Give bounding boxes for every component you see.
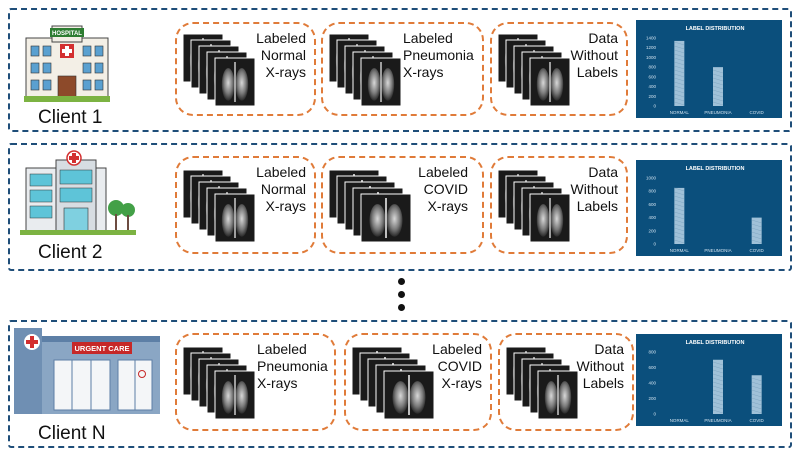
- group-label: Data Without Labels: [570, 164, 618, 214]
- label-distribution-chart: LABEL DISTRIBUTION 0 200 400 600 800 NORMAL PNE…: [636, 334, 782, 426]
- xray-stack-icon: [498, 170, 571, 242]
- y-tick-label: 600: [648, 74, 656, 79]
- xray-film: [360, 57, 402, 106]
- label-distribution-chart: LABEL DISTRIBUTION 0 200 400 600 800 1000 NORMA…: [636, 160, 782, 256]
- group-label: Labeled Pneumonia X-rays: [257, 341, 328, 391]
- clinic-icon: [18, 150, 138, 238]
- client-label: Client N: [38, 423, 106, 444]
- xray-group: Labeled Pneumonia X-rays: [321, 22, 484, 116]
- bar-normal: [674, 40, 685, 106]
- xray-stack-icon: [183, 170, 256, 242]
- y-tick-label: 200: [648, 94, 656, 99]
- y-tick-label: 1200: [646, 45, 657, 50]
- x-tick-label: PNEUMONIA: [704, 248, 731, 253]
- client-label: Client 1: [38, 107, 103, 128]
- x-tick-label: NORMAL: [670, 418, 690, 423]
- xray-film: [214, 370, 256, 419]
- y-tick-label: 1000: [646, 176, 657, 181]
- xray-stack-icon: [329, 170, 412, 242]
- bar-pneumonia: [713, 67, 723, 106]
- group-label: Labeled Normal X-rays: [256, 30, 306, 80]
- y-tick-label: 800: [648, 189, 656, 194]
- y-tick-label: 0: [653, 104, 656, 109]
- bar-covid: [751, 375, 762, 414]
- y-tick-label: 400: [648, 84, 656, 89]
- y-tick-label: 1400: [646, 36, 657, 41]
- y-tick-label: 200: [648, 396, 656, 401]
- bar-pneumonia: [713, 359, 723, 414]
- x-tick-label: COVID: [750, 418, 765, 423]
- client-row-1: [8, 8, 792, 132]
- xray-group: Labeled Normal X-rays: [175, 156, 316, 254]
- xray-group: Data Without Labels: [490, 22, 628, 116]
- client-row-n: [8, 320, 792, 448]
- xray-film: [360, 193, 412, 242]
- x-tick-label: PNEUMONIA: [704, 110, 731, 115]
- xray-group: Labeled COVID X-rays: [344, 333, 492, 431]
- xray-film: [214, 193, 256, 242]
- y-tick-label: 800: [648, 350, 656, 355]
- xray-stack-icon: [506, 347, 579, 419]
- y-tick-label: 400: [648, 381, 656, 386]
- y-tick-label: 400: [648, 215, 656, 220]
- label-distribution-chart: LABEL DISTRIBUTION 0 200 400 600 800 1000 1200 1…: [636, 20, 782, 118]
- svg-text:HOSPITAL: HOSPITAL: [52, 31, 82, 37]
- bar-normal: [674, 187, 685, 244]
- xray-group: Labeled COVID X-rays: [321, 156, 484, 254]
- svg-text:URGENT CARE: URGENT CARE: [74, 344, 129, 353]
- x-tick-label: COVID: [750, 248, 765, 253]
- y-tick-label: 1000: [646, 55, 657, 60]
- xray-film: [529, 57, 571, 106]
- x-tick-label: COVID: [750, 110, 765, 115]
- xray-stack-icon: [498, 34, 571, 106]
- xray-group: Data Without Labels: [490, 156, 628, 254]
- xray-stack-icon: [329, 34, 402, 106]
- client-label: Client 2: [38, 242, 103, 263]
- group-label: Data Without Labels: [576, 341, 624, 391]
- xray-film: [383, 370, 435, 419]
- y-tick-label: 200: [648, 228, 656, 233]
- y-tick-label: 600: [648, 365, 656, 370]
- group-label: Labeled COVID X-rays: [432, 341, 482, 391]
- xray-film: [529, 193, 571, 242]
- xray-group: Labeled Normal X-rays: [175, 22, 316, 116]
- xray-group: Labeled Pneumonia X-rays: [175, 333, 336, 431]
- y-tick-label: 0: [653, 412, 656, 417]
- xray-film: [214, 57, 256, 106]
- xray-stack-icon: [183, 347, 256, 419]
- group-label: Labeled Normal X-rays: [256, 164, 306, 214]
- chart-title: LABEL DISTRIBUTION: [686, 166, 745, 172]
- group-label: Labeled COVID X-rays: [418, 164, 468, 214]
- xray-film: [537, 370, 579, 419]
- y-tick-label: 600: [648, 202, 656, 207]
- urgent-care-icon: URGENT CARE: [14, 328, 162, 416]
- client-row-2: [8, 143, 792, 271]
- hospital-icon: HOSPITAL: [22, 18, 112, 104]
- group-label: Labeled Pneumonia X-rays: [403, 30, 474, 80]
- chart-title: LABEL DISTRIBUTION: [686, 26, 745, 32]
- x-tick-label: PNEUMONIA: [704, 418, 731, 423]
- ellipsis-dots: [394, 278, 408, 314]
- chart-title: LABEL DISTRIBUTION: [686, 340, 745, 346]
- xray-stack-icon: [352, 347, 435, 419]
- y-tick-label: 800: [648, 65, 656, 70]
- bar-covid: [751, 217, 762, 244]
- x-tick-label: NORMAL: [670, 248, 690, 253]
- y-tick-label: 0: [653, 242, 656, 247]
- xray-group: Data Without Labels: [498, 333, 634, 431]
- group-label: Data Without Labels: [570, 30, 618, 80]
- x-tick-label: NORMAL: [670, 110, 690, 115]
- xray-stack-icon: [183, 34, 256, 106]
